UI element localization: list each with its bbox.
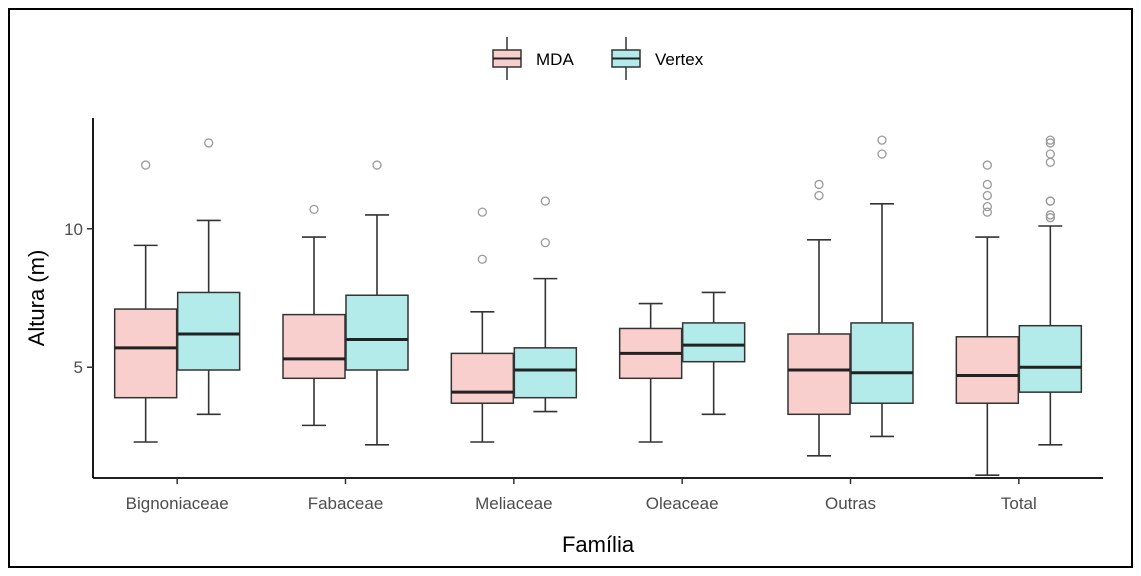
- box-mda-outras: [787, 179, 851, 457]
- outlier-point: [877, 149, 887, 159]
- box-body: [955, 336, 1020, 404]
- outlier-point: [982, 160, 992, 170]
- outlier-point: [1045, 157, 1055, 167]
- box-body: [282, 313, 346, 380]
- plot-area: [113, 135, 1083, 477]
- outlier-point: [309, 204, 319, 215]
- outlier-point: [477, 254, 487, 264]
- box-mda-oleaceae: [618, 302, 683, 443]
- box-vertex-outras: [850, 135, 914, 438]
- outlier-point: [1045, 135, 1055, 145]
- box-body: [1018, 324, 1083, 393]
- outlier-point: [982, 179, 992, 190]
- x-tick-label: Total: [1001, 494, 1037, 513]
- outlier-point: [141, 160, 151, 170]
- x-tick-label: Outras: [825, 494, 876, 513]
- legend-label: MDA: [536, 50, 574, 69]
- box-body: [345, 294, 409, 371]
- box-body: [113, 308, 178, 399]
- outlier-point: [982, 201, 992, 212]
- box-mda-fabaceae: [282, 204, 346, 427]
- legend-label: Vertex: [655, 50, 704, 69]
- box-vertex-fabaceae: [345, 160, 409, 446]
- outlier-point: [814, 179, 824, 190]
- box-mda-total: [955, 160, 1020, 477]
- outlier-point: [477, 207, 487, 217]
- outlier-point: [540, 237, 550, 248]
- outlier-point: [1045, 138, 1055, 148]
- x-tick-label: Meliaceae: [475, 494, 553, 513]
- x-tick-label: Bignoniaceae: [126, 494, 229, 513]
- x-axis-title: Família: [562, 532, 635, 557]
- outlier-point: [372, 160, 382, 170]
- box-mda-bignoniaceae: [113, 160, 178, 443]
- outlier-point: [877, 135, 887, 145]
- box-vertex-total: [1018, 135, 1083, 446]
- outlier-point: [982, 190, 992, 201]
- legend: MDA Vertex: [492, 37, 704, 80]
- box-vertex-bignoniaceae: [176, 138, 241, 416]
- box-body: [513, 347, 578, 399]
- y-tick-label: 5: [74, 358, 83, 377]
- outlier-point: [982, 207, 992, 217]
- outlier-point: [1045, 149, 1055, 159]
- box-mda-meliaceae: [450, 207, 515, 443]
- y-tick-label: 10: [64, 220, 83, 239]
- outlier-point: [1045, 210, 1055, 220]
- outlier-point: [1045, 213, 1055, 223]
- outlier-point: [204, 138, 214, 148]
- outlier-point: [1045, 196, 1055, 206]
- outlier-point: [814, 190, 824, 201]
- box-vertex-meliaceae: [513, 196, 578, 413]
- figure-frame: [8, 8, 1133, 568]
- x-tick-label: Oleaceae: [646, 494, 719, 513]
- x-tick-label: Fabaceae: [308, 494, 384, 513]
- box-body: [787, 333, 851, 416]
- box-body: [850, 322, 914, 404]
- axes: 5 10 Bignoniaceae Fabaceae Meliaceae Oleaceae…: [64, 118, 1103, 513]
- box-body: [681, 322, 746, 363]
- legend-item-mda: MDA: [492, 37, 574, 80]
- legend-item-vertex: Vertex: [611, 37, 704, 80]
- box-body: [450, 352, 515, 404]
- box-vertex-oleaceae: [681, 291, 746, 416]
- outlier-point: [540, 196, 550, 206]
- y-axis-title: Altura (m): [24, 250, 49, 347]
- box-body: [176, 291, 241, 371]
